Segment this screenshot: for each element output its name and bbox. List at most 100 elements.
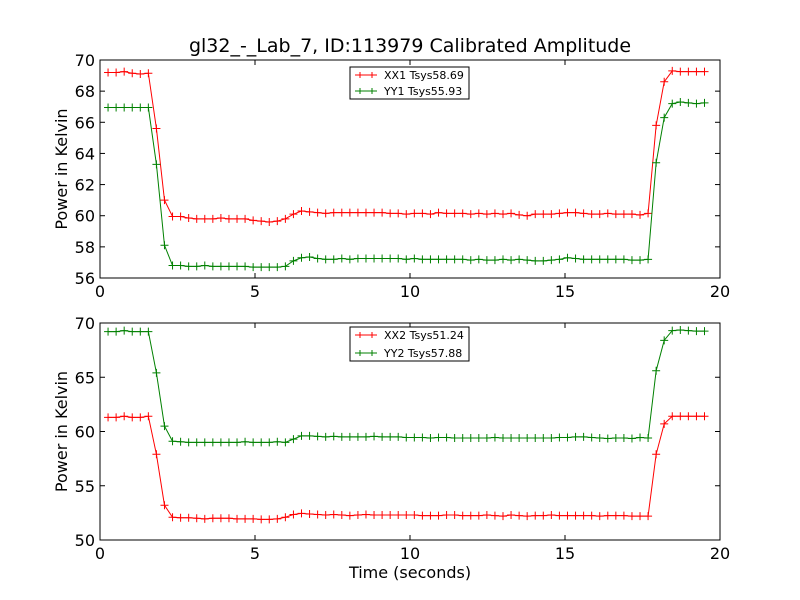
data-point: [128, 103, 137, 112]
y-tick-label: 65: [75, 368, 95, 387]
data-point: [563, 433, 572, 442]
data-point: [644, 512, 653, 521]
x-tick-label: 20: [710, 282, 730, 301]
plots-layer: 0 5 10 15 20 56 58 60 62 64 66 68 70 Power in Kelvin X…: [52, 51, 730, 582]
data-point: [611, 255, 620, 264]
data-point: [160, 501, 169, 510]
data-point: [394, 254, 403, 263]
data-point: [563, 253, 572, 262]
data-point: [410, 511, 419, 520]
data-point: [241, 214, 250, 223]
data-point: [692, 327, 701, 336]
data-point: [466, 256, 475, 265]
data-point: [200, 261, 209, 270]
data-point: [474, 209, 483, 218]
data-point: [410, 433, 419, 442]
data-point: [192, 438, 201, 447]
data-point: [273, 514, 282, 523]
data-point: [652, 158, 661, 167]
data-point: [402, 433, 411, 442]
data-point: [152, 124, 161, 133]
data-point: [571, 432, 580, 441]
data-point: [523, 211, 532, 220]
data-point: [579, 511, 588, 520]
data-point: [523, 256, 532, 265]
data-point: [313, 510, 322, 519]
data-point: [458, 209, 467, 218]
data-point: [136, 413, 145, 422]
legend: XX2 Tsys51.24 YY2 Tsys57.88: [349, 326, 470, 362]
data-point: [595, 255, 604, 264]
data-point: [668, 66, 677, 75]
data-point: [104, 68, 113, 77]
data-point: [515, 434, 524, 443]
data-point: [458, 255, 467, 264]
data-point: [539, 434, 548, 443]
data-point: [627, 512, 636, 521]
data-point: [224, 214, 233, 223]
data-point: [297, 207, 306, 216]
data-point: [112, 327, 121, 336]
data-point: [474, 434, 483, 443]
data-point: [329, 208, 338, 217]
data-point: [579, 255, 588, 264]
data-point: [337, 254, 346, 263]
data-point: [353, 511, 362, 520]
data-point: [128, 413, 137, 422]
data-point: [361, 208, 370, 217]
data-point: [144, 69, 153, 78]
y-tick-label: 70: [75, 314, 95, 333]
data-point: [297, 509, 306, 518]
data-point: [136, 327, 145, 336]
data-point: [120, 326, 129, 335]
data-point: [523, 434, 532, 443]
data-point: [281, 262, 290, 271]
data-point: [112, 103, 121, 112]
subplot-1: 0 5 10 15 20 56 58 60 62 64 66 68 70 Power in Kelvin X…: [52, 51, 730, 301]
data-point: [700, 98, 709, 107]
data-point: [386, 432, 395, 441]
data-point: [224, 514, 233, 523]
data-point: [482, 434, 491, 443]
data-point: [619, 255, 628, 264]
data-point: [192, 214, 201, 223]
data-point: [184, 262, 193, 271]
data-point: [184, 438, 193, 447]
data-point: [241, 437, 250, 446]
data-point: [370, 511, 379, 520]
data-point: [410, 209, 419, 218]
data-point: [523, 512, 532, 521]
data-point: [216, 514, 225, 523]
data-point: [603, 209, 612, 218]
data-point: [208, 514, 217, 523]
data-point: [257, 438, 266, 447]
data-point: [241, 514, 250, 523]
data-point: [515, 210, 524, 219]
data-point: [378, 432, 387, 441]
data-point: [587, 255, 596, 264]
data-point: [208, 438, 217, 447]
data-point: [192, 514, 201, 523]
data-point: [579, 432, 588, 441]
data-point: [184, 214, 193, 223]
data-point: [571, 254, 580, 263]
data-point: [450, 209, 459, 218]
x-tick-label: 15: [555, 544, 575, 563]
data-point: [466, 210, 475, 219]
data-point: [466, 511, 475, 520]
data-point: [321, 255, 330, 264]
data-point: [644, 255, 653, 264]
data-point: [265, 438, 274, 447]
legend-entry: YY2 Tsys57.88: [383, 347, 462, 360]
data-point: [152, 368, 161, 377]
data-point: [531, 434, 540, 443]
x-tick-label: 20: [710, 544, 730, 563]
data-point: [466, 434, 475, 443]
data-point: [112, 68, 121, 77]
y-tick-label: 56: [75, 269, 95, 288]
data-point: [692, 67, 701, 76]
data-point: [329, 510, 338, 519]
data-point: [216, 214, 225, 223]
data-point: [136, 70, 145, 79]
data-point: [595, 434, 604, 443]
